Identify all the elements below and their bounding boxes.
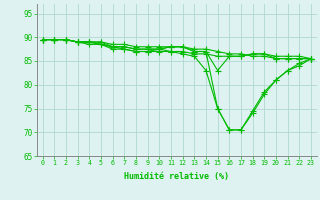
- X-axis label: Humidité relative (%): Humidité relative (%): [124, 172, 229, 181]
